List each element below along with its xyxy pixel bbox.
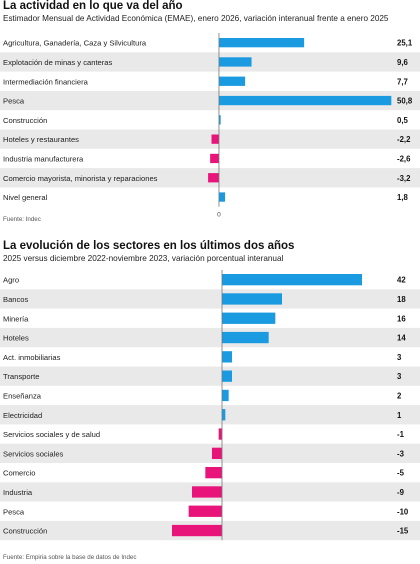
bar: [208, 173, 219, 183]
value-label: -3,2: [397, 174, 411, 183]
bar: [218, 76, 246, 86]
bar: [222, 274, 362, 286]
category-label: Servicios sociales y de salud: [3, 430, 100, 439]
value-label: -15: [397, 527, 409, 536]
zero-tick-label: 0: [217, 212, 221, 219]
category-label: Intermediación financiera: [3, 77, 89, 86]
bar: [222, 331, 269, 344]
category-label: Minería: [3, 314, 29, 323]
value-label: 3: [397, 372, 402, 381]
bar: [172, 524, 222, 537]
row-shade: [0, 90, 420, 111]
category-label: Bancos: [3, 295, 29, 304]
bar: [222, 409, 226, 421]
bar: [205, 467, 222, 479]
row-shade: [0, 405, 420, 425]
value-label: 1: [397, 411, 402, 420]
category-label: Servicios sociales: [3, 449, 64, 458]
value-label: 7,7: [397, 77, 408, 86]
category-label: Industria manufacturera: [3, 154, 84, 163]
category-label: Construcción: [3, 116, 47, 125]
row-shade: [0, 366, 420, 386]
row-shade: [0, 289, 420, 309]
category-label: Hoteles y restaurantes: [3, 135, 79, 144]
bar: [222, 312, 276, 324]
value-label: 2: [397, 391, 402, 400]
value-label: 25,1: [397, 39, 413, 48]
bar: [188, 505, 222, 517]
category-label: Nivel general: [3, 193, 48, 202]
value-label: 1,8: [397, 193, 409, 202]
category-label: Transporte: [3, 372, 39, 381]
bar: [211, 134, 219, 144]
row-shade: [0, 443, 420, 463]
category-label: Hoteles: [3, 334, 29, 343]
category-label: Comercio: [3, 469, 36, 478]
category-label: Pesca: [3, 507, 25, 516]
bar: [218, 192, 226, 202]
value-label: -10: [397, 507, 409, 516]
value-label: 18: [397, 295, 406, 304]
category-label: Explotación de minas y canteras: [3, 58, 113, 67]
bar: [218, 115, 221, 125]
value-label: -1: [397, 430, 405, 439]
value-label: 9,6: [397, 58, 409, 67]
value-label: 0,5: [397, 116, 409, 125]
chart-1-title: La actividad en lo que va del año: [3, 0, 183, 12]
chart-2-source: Fuente: Empiria sobre la base de datos d…: [3, 554, 137, 561]
value-label: -2,2: [397, 135, 411, 144]
value-label: 14: [397, 334, 406, 343]
category-label: Act. inmobiliarias: [3, 353, 61, 362]
value-label: -2,6: [397, 154, 411, 163]
category-label: Agro: [3, 276, 19, 285]
value-label: 50,8: [397, 97, 413, 106]
value-label: -9: [397, 488, 405, 497]
value-label: -5: [397, 469, 405, 478]
bar: [222, 293, 282, 305]
value-label: 3: [397, 353, 402, 362]
category-label: Agricultura, Ganadería, Caza y Silvicult…: [3, 39, 147, 48]
value-label: -3: [397, 449, 405, 458]
row-shade: [0, 129, 420, 149]
value-label: 16: [397, 314, 406, 323]
bar: [218, 95, 392, 106]
chart-2-subtitle: 2025 versus diciembre 2022-noviembre 202…: [3, 254, 284, 263]
bar: [222, 389, 229, 402]
chart-1-bars: Agricultura, Ganadería, Caza y Silvicult…: [0, 33, 420, 219]
bar: [210, 153, 219, 164]
bar: [222, 370, 232, 382]
category-label: Comercio mayorista, minorista y reparaci…: [3, 174, 158, 183]
chart-2-title: La evolución de los sectores en los últi…: [3, 240, 295, 252]
chart-1-subtitle: Estimador Mensual de Actividad Económica…: [3, 14, 389, 23]
category-label: Pesca: [3, 97, 25, 106]
bar: [222, 351, 232, 363]
category-label: Industria: [3, 488, 33, 497]
bar: [218, 38, 305, 48]
row-shade: [0, 327, 420, 348]
bar: [212, 447, 222, 459]
chart-1-source: Fuente: Indec: [3, 216, 41, 223]
value-label: 42: [397, 276, 406, 285]
row-shade: [0, 52, 420, 72]
category-label: Electricidad: [3, 411, 42, 420]
bar: [218, 57, 252, 67]
bar: [218, 428, 222, 440]
category-label: Construcción: [3, 527, 47, 536]
chart-2-bars: Agro 42 Bancos 18 Minería 16 Hoteles 14 Act. inm…: [0, 270, 420, 541]
category-label: Enseñanza: [3, 391, 42, 400]
bar: [192, 486, 222, 498]
